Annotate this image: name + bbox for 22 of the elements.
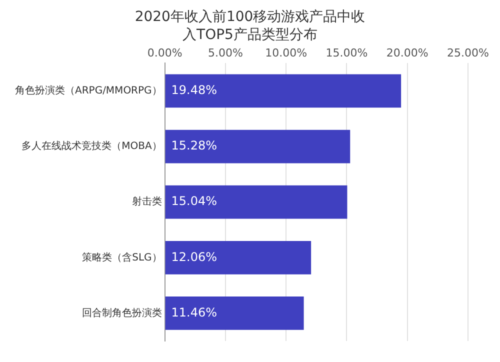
bar <box>165 185 348 219</box>
bar <box>165 296 304 330</box>
x-tick-label: 5.00% <box>208 46 243 60</box>
x-tick-label: 20.00% <box>386 46 428 60</box>
y-tick-label: 角色扮演类（ARPG/MMORPG） <box>14 84 162 97</box>
y-tick-label: 策略类（含SLG） <box>82 251 162 264</box>
x-tick-label: 25.00% <box>447 46 490 60</box>
data-label: 19.48% <box>171 83 218 98</box>
x-tick-label: 15.00% <box>326 46 368 60</box>
y-tick-label: 多人在线战术竞技类（MOBA） <box>22 140 162 152</box>
bar <box>165 130 350 164</box>
data-label: 12.06% <box>171 250 218 264</box>
bar <box>165 74 402 108</box>
data-label: 15.28% <box>171 138 218 153</box>
y-tick-label: 回合制角色扮演类 <box>82 306 162 319</box>
chart-title: 2020年收入前100移动游戏产品中收入TOP5产品类型分布 <box>134 8 366 44</box>
x-tick-label: 0.00% <box>147 46 182 60</box>
y-tick-label: 射击类 <box>132 196 162 208</box>
x-tick-label: 10.00% <box>265 46 308 60</box>
data-label: 11.46% <box>171 305 218 320</box>
data-label: 15.04% <box>171 194 218 208</box>
bar <box>165 240 312 274</box>
